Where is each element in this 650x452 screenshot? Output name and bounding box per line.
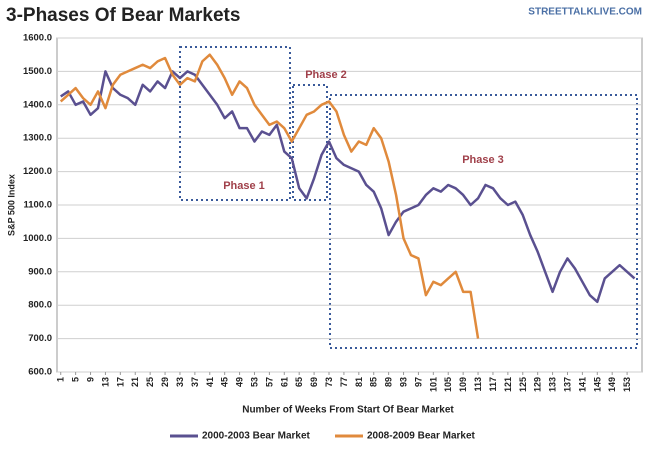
x-tick-label: 25 [145, 377, 155, 387]
x-tick-label: 77 [339, 377, 349, 387]
x-tick-label: 5 [71, 377, 81, 382]
x-tick-label: 13 [100, 377, 110, 387]
x-tick-label: 101 [428, 377, 438, 392]
annotation: Phase 3 [462, 154, 504, 166]
x-tick-label: 121 [503, 377, 513, 392]
x-tick-label: 21 [130, 377, 140, 387]
x-tick-label: 81 [354, 377, 364, 387]
series-line [60, 70, 636, 304]
y-tick-label: 1200.0 [23, 166, 52, 177]
x-tick-label: 85 [369, 377, 379, 387]
y-tick-label: 700.0 [28, 333, 52, 344]
y-tick-label: 1500.0 [23, 66, 52, 77]
x-tick-label: 129 [533, 377, 543, 392]
y-tick-label: 1100.0 [23, 200, 52, 211]
legend-label: 2000-2003 Bear Market [202, 431, 311, 442]
x-tick-label: 125 [518, 377, 528, 392]
y-tick-label: 900.0 [28, 266, 52, 277]
y-tick-label: 1300.0 [23, 133, 52, 144]
x-tick-label: 117 [488, 377, 498, 392]
x-tick-label: 149 [607, 377, 617, 392]
y-tick-label: 1400.0 [23, 99, 52, 110]
y-tick-label: 800.0 [28, 300, 52, 311]
x-tick-label: 105 [443, 377, 453, 392]
x-axis-label: Number of Weeks From Start Of Bear Marke… [242, 405, 454, 416]
x-tick-label: 1 [56, 377, 66, 382]
x-tick-label: 41 [205, 377, 215, 387]
x-tick-label: 133 [548, 377, 558, 392]
x-tick-label: 113 [473, 377, 483, 392]
x-tick-label: 97 [413, 377, 423, 387]
chart-title: 3-Phases Of Bear Markets [6, 5, 240, 26]
x-tick-label: 153 [622, 377, 632, 392]
x-tick-label: 141 [577, 377, 587, 392]
y-tick-label: 600.0 [28, 367, 52, 378]
x-tick-label: 33 [175, 377, 185, 387]
x-tick-label: 29 [160, 377, 170, 387]
source: STREETTALKLIVE.COM [528, 7, 642, 18]
x-tick-label: 53 [249, 377, 259, 387]
x-tick-label: 57 [264, 377, 274, 387]
x-tick-label: 61 [279, 377, 289, 387]
x-tick-label: 137 [562, 377, 572, 392]
annotation: Phase 2 [305, 69, 347, 81]
y-axis-label: S&P 500 Index [6, 174, 16, 236]
x-tick-label: 89 [384, 377, 394, 387]
phase-box [292, 84, 328, 201]
x-tick-label: 49 [235, 377, 245, 387]
x-tick-label: 9 [86, 377, 96, 382]
x-tick-label: 37 [190, 377, 200, 387]
x-tick-label: 93 [399, 377, 409, 387]
series-line [59, 53, 480, 339]
legend-label: 2008-2009 Bear Market [367, 431, 476, 442]
annotation: Phase 1 [223, 180, 265, 192]
x-tick-label: 17 [115, 377, 125, 387]
x-tick-label: 73 [324, 377, 334, 387]
phase-box [179, 46, 291, 201]
x-tick-label: 69 [309, 377, 319, 387]
y-tick-label: 1600.0 [23, 33, 52, 44]
x-tick-label: 45 [220, 377, 230, 387]
x-tick-label: 145 [592, 377, 602, 392]
y-tick-label: 1000.0 [23, 233, 52, 244]
x-tick-label: 65 [294, 377, 304, 387]
x-tick-label: 109 [458, 377, 468, 392]
